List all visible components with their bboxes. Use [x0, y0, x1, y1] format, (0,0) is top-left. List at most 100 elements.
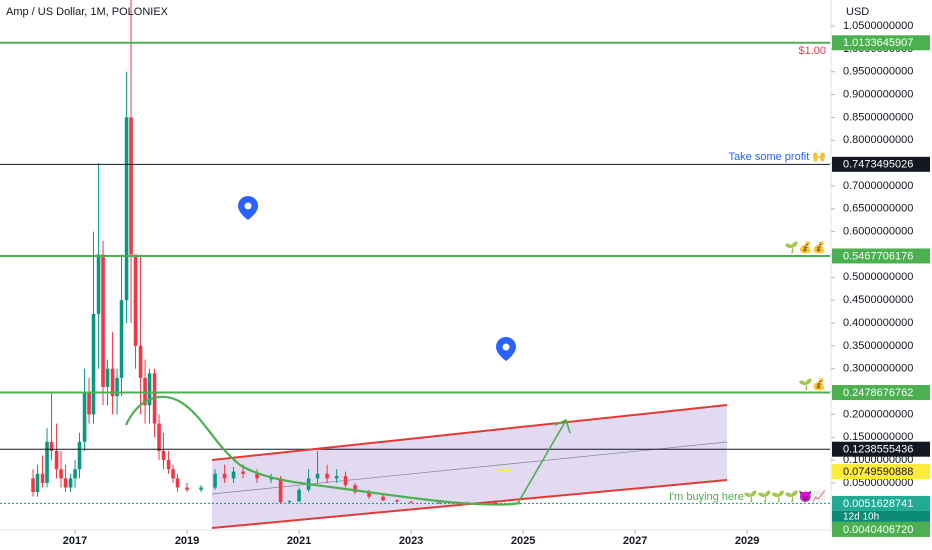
candle-body: [157, 423, 161, 451]
y-tick-label: 0.3500000000: [843, 340, 913, 352]
location-pin[interactable]: [238, 196, 258, 220]
candle-body: [231, 471, 236, 479]
channel-fill: [212, 405, 727, 528]
forecast-arrow-head: [554, 418, 571, 434]
candle-body: [199, 487, 203, 490]
x-tick-label: 2029: [735, 535, 759, 547]
price-label-box: [832, 521, 930, 537]
y-tick-label: 0.9000000000: [843, 88, 913, 100]
candle-body: [395, 500, 399, 502]
candle-body: [222, 473, 227, 479]
moving-average: [125, 395, 521, 506]
candle-body: [343, 476, 348, 486]
candle-body: [54, 450, 59, 470]
candle-body: [409, 501, 413, 503]
candle-body: [161, 450, 166, 461]
annotation: Take some profit 🙌: [729, 150, 826, 163]
candle-body: [63, 478, 68, 488]
channel-top: [211, 404, 728, 461]
currency[interactable]: USD: [846, 6, 869, 18]
candle-body: [49, 441, 54, 451]
y-tick-label: 0.9500000000: [843, 66, 913, 78]
candle-body: [101, 254, 105, 387]
y-tick-label: 0.2000000000: [843, 408, 913, 420]
y-tick-label: 0.4000000000: [843, 317, 913, 329]
candle-body: [91, 313, 96, 415]
y-tick-label: 0.4500000000: [843, 294, 913, 306]
candle-body: [334, 476, 339, 479]
candle-body: [105, 368, 110, 387]
y-tick-label: 0.1000000000: [843, 454, 913, 466]
y-tick-label: 0.1500000000: [843, 431, 913, 443]
price-label: 0.0749590888: [843, 466, 913, 478]
candle-body: [353, 485, 357, 493]
candle-body: [40, 473, 45, 483]
candle-body: [31, 478, 35, 493]
price-label: 0.5467706176: [843, 250, 913, 262]
candle-body: [166, 460, 171, 470]
y-tick-label: 0.8000000000: [843, 134, 913, 146]
candle-body: [315, 473, 320, 479]
candle-body: [82, 391, 87, 442]
price-label: 0.0040406720: [843, 524, 913, 536]
candle-body: [287, 501, 292, 503]
y-tick-label: 1.0500000000: [843, 20, 913, 32]
candle-body: [381, 496, 385, 501]
candle-body: [138, 345, 143, 378]
price-label: 1.0133645907: [843, 37, 913, 49]
price-label-box: [832, 495, 930, 511]
price-label-box: [832, 248, 930, 264]
price-label: 0.2478676762: [843, 387, 913, 399]
price-label-box: [832, 464, 930, 480]
countdown: 12d 10h: [843, 512, 879, 523]
price-label: 0.0051628741: [843, 498, 913, 510]
location-pin[interactable]: [496, 337, 516, 361]
x-tick-label: 2021: [287, 535, 311, 547]
y-tick-label: 0.7000000000: [843, 180, 913, 192]
candle-body: [269, 478, 273, 480]
candle-body: [96, 254, 101, 314]
candle-body: [147, 373, 152, 406]
candle-body: [325, 473, 329, 479]
candle-body: [73, 469, 77, 479]
x-tick-label: 2017: [63, 535, 87, 547]
candle-body: [115, 377, 119, 397]
y-tick-label: 0.5000000000: [843, 271, 913, 283]
candle-body: [493, 502, 497, 504]
price-label-box: [832, 441, 930, 457]
y-tick-label: 0.8500000000: [843, 111, 913, 123]
price-label-box: [832, 385, 930, 401]
countdown-box: [832, 510, 930, 522]
candle-body: [297, 489, 301, 502]
y-tick-label: 0.6500000000: [843, 203, 913, 215]
x-tick-label: 2025: [511, 535, 535, 547]
price-label-box: [832, 156, 930, 172]
annotation: 🌱💰💰: [785, 241, 826, 254]
candle-body: [171, 469, 175, 479]
candle-body: [129, 117, 133, 255]
y-tick-label: 0.3000000000: [843, 363, 913, 375]
candle-body: [119, 300, 124, 378]
y-tick-label: 0.0500000000: [843, 477, 913, 489]
candle-body: [45, 441, 49, 483]
price-label-box: [832, 35, 930, 51]
marker: [497, 469, 511, 471]
price-label: 0.7473495026: [843, 159, 913, 171]
x-tick-label: 2023: [399, 535, 423, 547]
candle-body: [437, 502, 441, 504]
candle-body: [124, 117, 129, 301]
candle-body: [68, 478, 73, 488]
annotation: $1.00: [798, 45, 826, 57]
annotation: I'm buying here🌱🌱🌱🌱😈📈: [669, 490, 826, 503]
candle-body: [110, 368, 115, 397]
x-tick-label: 2027: [623, 535, 647, 547]
candle-body: [241, 471, 245, 474]
x-tick-label: 2019: [175, 535, 199, 547]
candle-body: [367, 492, 371, 497]
candle-body: [133, 254, 138, 346]
candle-body: [185, 487, 189, 490]
candle-body: [59, 469, 63, 479]
channel-mid: [211, 441, 728, 495]
